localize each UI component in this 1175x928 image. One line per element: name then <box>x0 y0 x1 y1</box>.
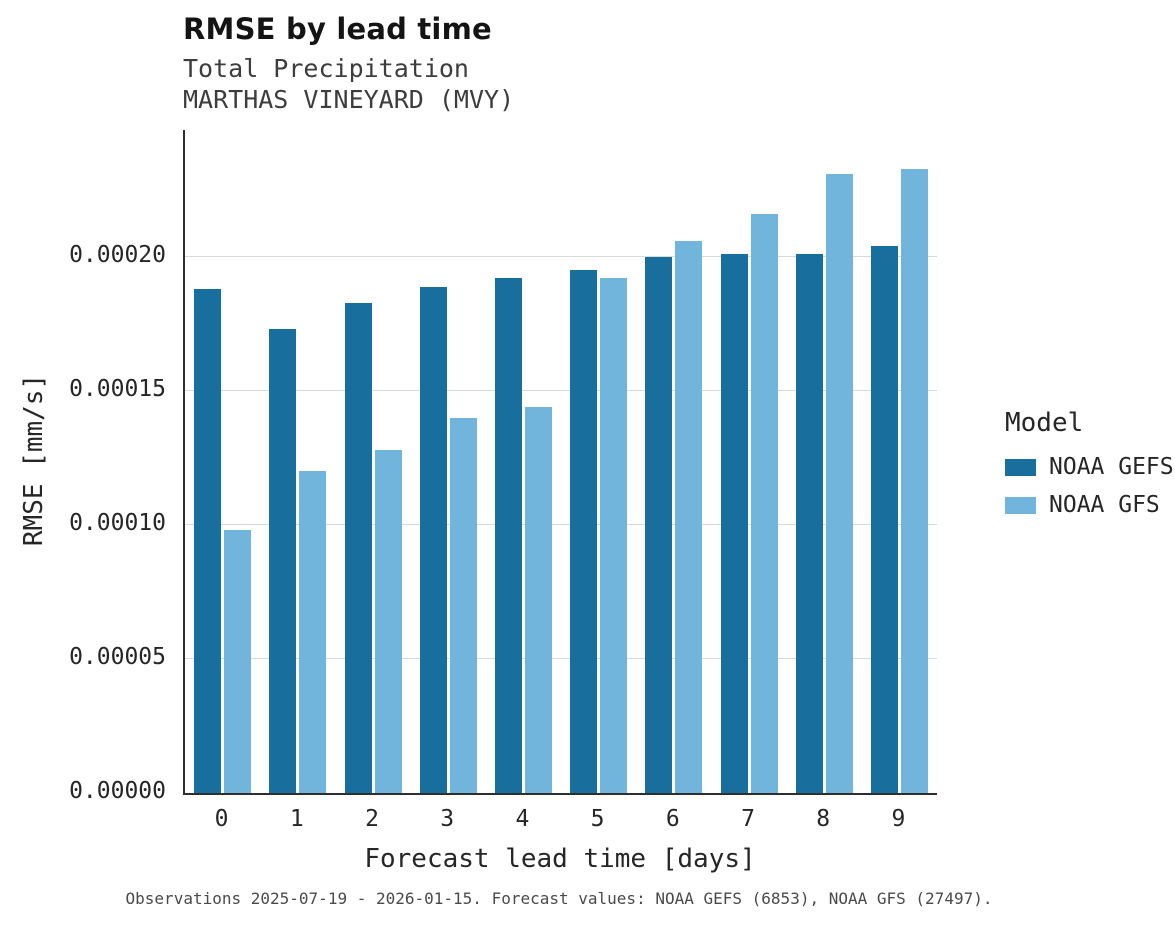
bar-noaa-gefs-day0 <box>194 289 222 793</box>
chart-subtitle-station: MARTHAS VINEYARD (MVY) <box>183 84 515 114</box>
chart-title: RMSE by lead time <box>183 12 492 46</box>
bar-noaa-gfs-day5 <box>600 278 628 793</box>
bar-noaa-gefs-day7 <box>720 254 748 793</box>
bar-noaa-gfs-day7 <box>750 214 778 793</box>
y-axis-title: RMSE [mm/s] <box>19 373 49 547</box>
legend-label: NOAA GEFS <box>1049 454 1174 480</box>
x-tick-label: 2 <box>365 806 379 832</box>
bar-noaa-gefs-day9 <box>870 246 898 793</box>
x-tick-label: 6 <box>665 806 680 832</box>
bar-noaa-gfs-day0 <box>224 530 252 793</box>
bar-noaa-gfs-day2 <box>374 449 402 793</box>
legend: Model NOAA GEFS NOAA GFS <box>1005 408 1174 518</box>
bar-noaa-gfs-day6 <box>675 240 703 793</box>
x-tick-label: 8 <box>816 806 831 832</box>
bar-noaa-gefs-day4 <box>494 278 522 793</box>
bar-noaa-gefs-day5 <box>570 270 598 793</box>
y-tick-label: 0.00000 <box>69 778 166 804</box>
x-tick-label: 5 <box>590 806 605 832</box>
y-tick-label: 0.00020 <box>69 242 166 269</box>
x-tick-label: 1 <box>289 806 304 832</box>
bar-noaa-gefs-day1 <box>269 329 297 793</box>
plot-area <box>183 130 937 795</box>
bar-noaa-gfs-day3 <box>449 417 477 793</box>
legend-label: NOAA GFS <box>1049 492 1160 518</box>
x-tick-label: 4 <box>515 806 530 832</box>
bar-noaa-gefs-day3 <box>419 286 447 793</box>
x-tick-label: 3 <box>440 806 455 832</box>
y-tick-label: 0.00015 <box>69 376 166 403</box>
y-tick-label: 0.00010 <box>69 510 166 536</box>
bar-noaa-gfs-day1 <box>299 471 327 793</box>
chart-header: RMSE by lead time Total Precipitation MA… <box>183 12 514 115</box>
gridline <box>185 256 937 258</box>
legend-entry: NOAA GEFS <box>1005 454 1174 480</box>
legend-title: Model <box>1005 408 1084 438</box>
bar-noaa-gfs-day4 <box>524 407 552 793</box>
x-tick-label: 9 <box>891 806 906 832</box>
gridline <box>185 524 937 526</box>
bar-noaa-gefs-day6 <box>645 257 673 793</box>
y-tick-label: 0.00005 <box>69 644 166 670</box>
bar-noaa-gfs-day8 <box>825 173 853 793</box>
gridline <box>185 390 937 392</box>
x-tick-label: 7 <box>741 806 755 832</box>
x-axis-title: Forecast lead time [days] <box>364 844 756 874</box>
chart-subtitle-variable: Total Precipitation <box>183 54 469 83</box>
gridline <box>185 658 937 660</box>
legend-entry: NOAA GFS <box>1005 492 1174 518</box>
x-axis-tick-labels: 0 1 2 3 4 5 6 7 8 9 <box>184 806 936 836</box>
bar-noaa-gefs-day2 <box>344 302 372 793</box>
x-tick-label: 0 <box>214 806 229 832</box>
legend-swatch <box>1005 496 1036 514</box>
bar-noaa-gefs-day8 <box>795 254 823 793</box>
footnote-caption: Observations 2025-07-19 - 2026-01-15. Fo… <box>125 889 993 908</box>
bar-noaa-gfs-day9 <box>900 168 928 793</box>
legend-swatch <box>1005 458 1036 476</box>
legend-entries: NOAA GEFS NOAA GFS <box>1005 454 1174 518</box>
